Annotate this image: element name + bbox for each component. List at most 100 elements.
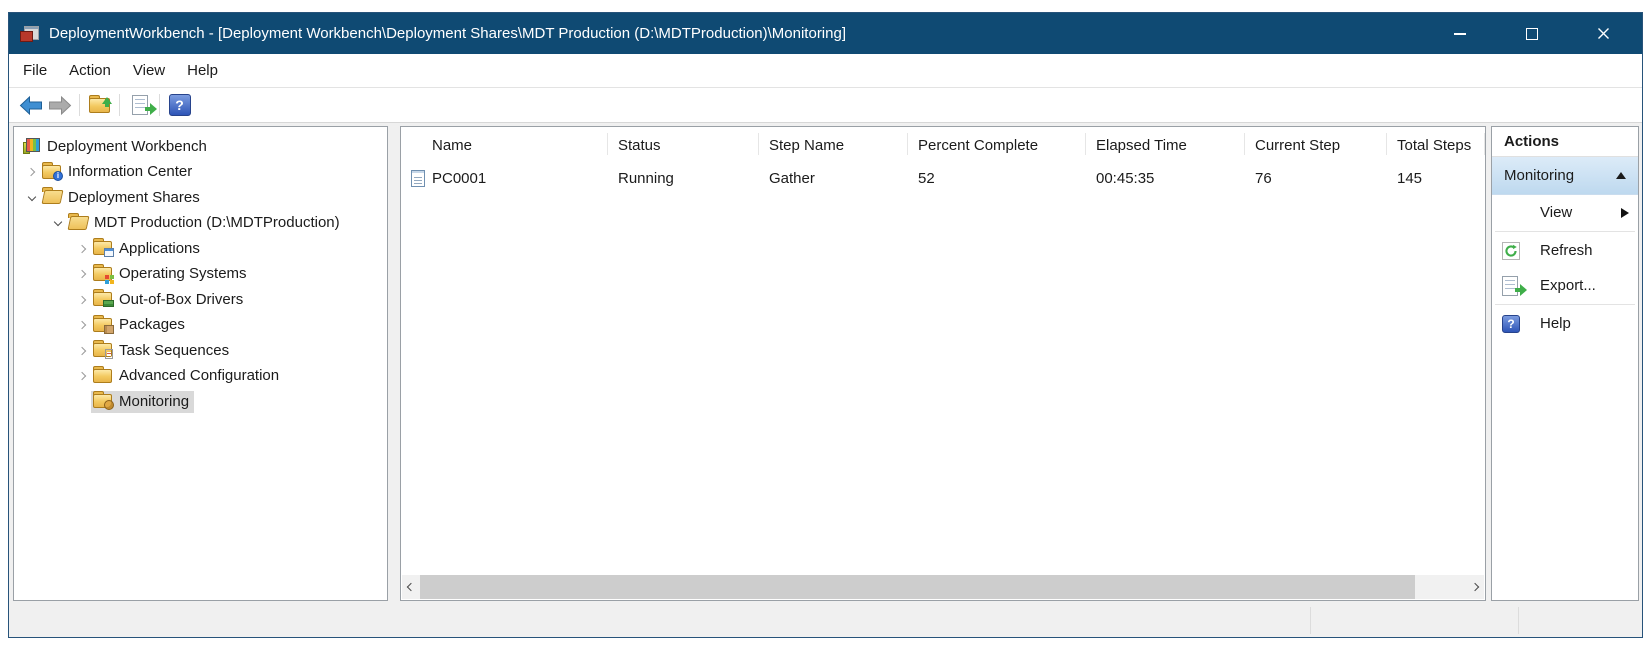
close-button[interactable] — [1581, 13, 1626, 54]
tree-item-applications[interactable]: Applications — [14, 236, 387, 262]
collapse-up-icon[interactable] — [1616, 172, 1626, 179]
status-bar — [9, 604, 1642, 637]
chevron-right-icon[interactable] — [75, 241, 91, 257]
tree-item-label: Applications — [119, 239, 200, 257]
chevron-right-icon — [1470, 582, 1480, 592]
toolbar-separator — [79, 94, 80, 116]
minimize-icon — [1453, 32, 1466, 35]
action-view[interactable]: View — [1492, 195, 1638, 230]
actions-group-label: Monitoring — [1504, 167, 1575, 184]
action-refresh[interactable]: Refresh — [1492, 233, 1638, 268]
column-header-status[interactable]: Status — [608, 127, 759, 163]
open-folder-icon — [42, 187, 61, 204]
tree-item-out-of-box-drivers[interactable]: Out-of-Box Drivers — [14, 287, 387, 313]
chevron-down-icon[interactable] — [24, 190, 40, 206]
tree-item-information-center[interactable]: Information Center — [14, 160, 387, 186]
console-tree-pane: Deployment Workbench Information Center … — [13, 126, 388, 601]
menu-action[interactable]: Action — [69, 62, 111, 79]
app-window: DeploymentWorkbench - [Deployment Workbe… — [8, 12, 1643, 638]
tree-item-deployment-shares[interactable]: Deployment Shares — [14, 185, 387, 211]
forward-button[interactable] — [45, 91, 74, 120]
cell-current-step: 76 — [1255, 169, 1272, 187]
applications-folder-icon — [93, 238, 114, 258]
results-pane: Name Status Step Name Percent Complete E… — [400, 126, 1486, 601]
cell-status: Running — [618, 169, 674, 187]
actions-separator — [1495, 231, 1635, 232]
refresh-icon — [1502, 241, 1520, 260]
tree-item-label: Monitoring — [119, 392, 190, 410]
column-header-total-steps[interactable]: Total Steps — [1387, 127, 1485, 163]
status-bar-divider — [1310, 607, 1311, 634]
table-row[interactable]: PC0001 Running Gather 52 00:45:35 76 145 — [401, 163, 1485, 193]
chevron-right-icon[interactable] — [75, 368, 91, 384]
window-title: DeploymentWorkbench - [Deployment Workbe… — [49, 25, 846, 42]
maximize-button[interactable] — [1509, 13, 1554, 54]
action-label: Refresh — [1540, 242, 1593, 259]
chevron-down-icon[interactable] — [50, 215, 66, 231]
cell-name: PC0001 — [432, 169, 487, 187]
actions-pane-title: Actions — [1492, 127, 1638, 157]
column-header-name[interactable]: Name — [401, 127, 608, 163]
forward-icon — [48, 95, 71, 115]
export-list-icon — [131, 95, 157, 115]
column-header-percent-complete[interactable]: Percent Complete — [908, 127, 1086, 163]
drivers-folder-icon — [93, 289, 114, 308]
action-help[interactable]: Help — [1492, 306, 1638, 341]
actions-separator — [1495, 304, 1635, 305]
title-bar: DeploymentWorkbench - [Deployment Workbe… — [9, 13, 1642, 54]
tree-item-label: Deployment Shares — [68, 188, 200, 206]
cell-step-name: Gather — [769, 169, 815, 187]
toolbar-separator — [159, 94, 160, 116]
column-header-step-name[interactable]: Step Name — [759, 127, 908, 163]
packages-folder-icon — [93, 314, 114, 334]
selected-tree-item[interactable]: Monitoring — [91, 390, 195, 413]
menu-bar: File Action View Help — [9, 54, 1642, 88]
tree-item-task-sequences[interactable]: Task Sequences — [14, 338, 387, 364]
menu-view[interactable]: View — [132, 62, 166, 79]
chevron-right-icon[interactable] — [75, 266, 91, 282]
chevron-right-icon[interactable] — [75, 292, 91, 308]
tree-item-operating-systems[interactable]: Operating Systems — [14, 262, 387, 288]
horizontal-scrollbar[interactable] — [402, 575, 1484, 599]
tree-item-label: Task Sequences — [119, 341, 230, 359]
tree-item-deployment-workbench[interactable]: Deployment Workbench — [14, 134, 387, 160]
tree-item-label: Packages — [119, 316, 185, 334]
menu-file[interactable]: File — [23, 62, 48, 79]
back-button[interactable] — [16, 91, 45, 120]
help-icon — [1502, 314, 1520, 333]
cell-percent-complete: 52 — [918, 169, 935, 187]
cell-total-steps: 145 — [1397, 169, 1423, 187]
tree-item-label: Information Center — [68, 163, 193, 181]
tree-item-label: Advanced Configuration — [119, 367, 280, 385]
chevron-left-icon — [406, 582, 416, 592]
column-header-current-step[interactable]: Current Step — [1245, 127, 1387, 163]
chevron-right-icon[interactable] — [75, 317, 91, 333]
chevron-right-icon[interactable] — [24, 164, 40, 180]
column-header-elapsed-time[interactable]: Elapsed Time — [1086, 127, 1245, 163]
tree-item-advanced-configuration[interactable]: Advanced Configuration — [14, 364, 387, 390]
list-header: Name Status Step Name Percent Complete E… — [401, 127, 1485, 163]
scroll-right-button[interactable] — [1466, 575, 1484, 599]
show-console-tree-button[interactable] — [85, 91, 114, 120]
tree-item-mdt-production[interactable]: MDT Production (D:\MDTProduction) — [14, 211, 387, 237]
computer-report-icon — [411, 169, 425, 187]
actions-pane: Actions Monitoring View — [1491, 126, 1639, 601]
toolbar-separator — [119, 94, 120, 116]
tree-item-packages[interactable]: Packages — [14, 313, 387, 339]
show-console-tree-icon — [89, 94, 112, 113]
tree-item-label: Out-of-Box Drivers — [119, 290, 244, 308]
minimize-button[interactable] — [1437, 13, 1482, 54]
menu-help[interactable]: Help — [187, 62, 218, 79]
export-list-button[interactable] — [125, 91, 157, 120]
help-button[interactable] — [165, 91, 194, 120]
tree-item-monitoring[interactable]: Monitoring — [14, 389, 387, 415]
chevron-right-icon[interactable] — [75, 343, 91, 359]
status-bar-divider — [1518, 607, 1519, 634]
tree-item-label: Deployment Workbench — [47, 137, 207, 155]
operating-systems-folder-icon — [93, 263, 112, 281]
action-export[interactable]: Export... — [1492, 268, 1638, 303]
maximize-icon — [1525, 27, 1538, 40]
actions-group-header[interactable]: Monitoring — [1492, 157, 1638, 195]
scrollbar-thumb[interactable] — [420, 575, 1415, 599]
scroll-left-button[interactable] — [402, 575, 420, 599]
